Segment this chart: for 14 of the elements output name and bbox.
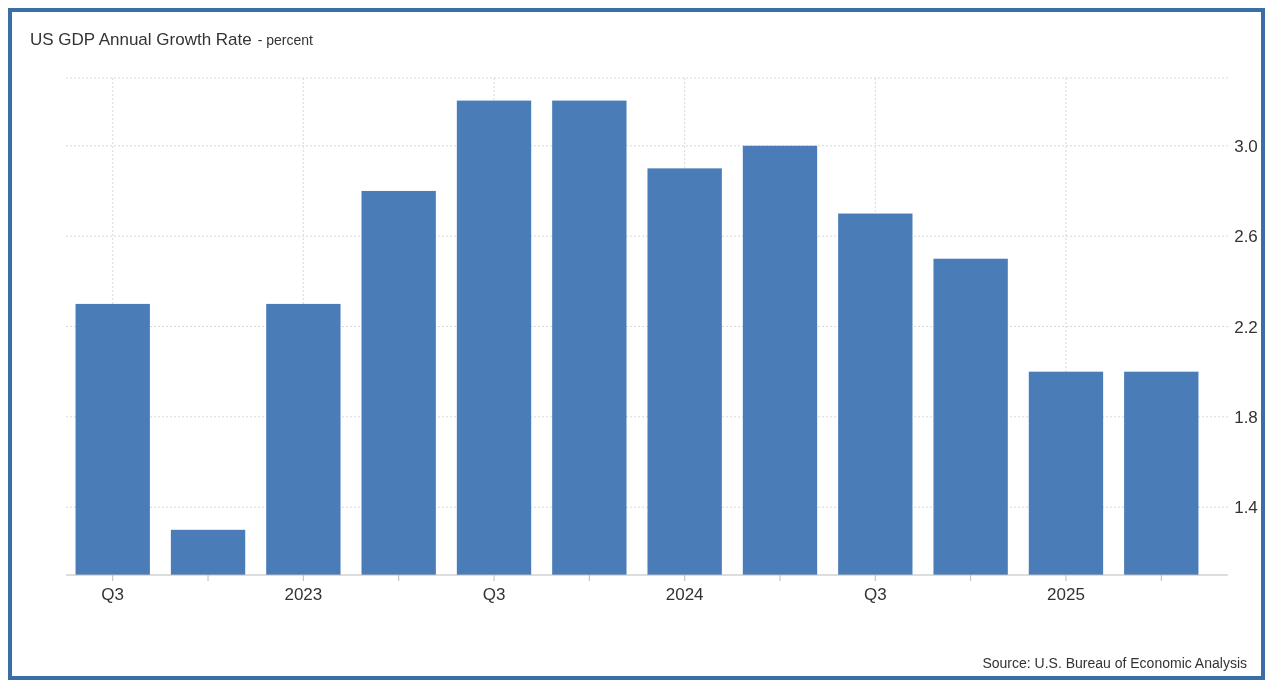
x-tick-label: Q3 xyxy=(101,585,125,604)
x-tick-label: 2024 xyxy=(665,585,704,604)
x-tick-label: Q3 xyxy=(863,585,887,604)
chart-subtitle: - percent xyxy=(257,32,314,48)
y-tick-label: 3.0 xyxy=(1234,136,1258,156)
x-tick-label: 2025 xyxy=(1047,585,1085,604)
x-tick-label: Q3 xyxy=(482,585,506,604)
chart-title: US GDP Annual Growth Rate xyxy=(30,30,252,49)
y-tick-label: 1.4 xyxy=(1234,498,1258,518)
source-note: Source: U.S. Bureau of Economic Analysis xyxy=(982,655,1247,671)
y-tick-label: 2.6 xyxy=(1234,227,1258,247)
y-tick-label: 1.8 xyxy=(1234,407,1258,427)
y-tick-label: 2.2 xyxy=(1234,317,1258,337)
x-tick-label: 2023 xyxy=(284,585,323,604)
